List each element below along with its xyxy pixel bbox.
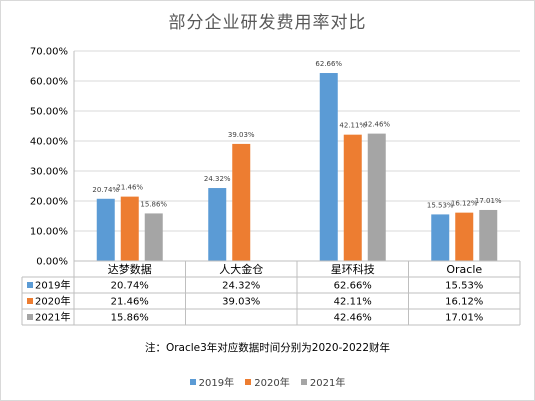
data-label: 16.12% [451,200,478,208]
table-cell: 16.12% [445,297,483,308]
bar [431,214,450,261]
bar [96,198,115,261]
data-label: 62.66% [315,60,342,68]
data-label: 39.03% [228,131,255,139]
table-legend-key [27,282,33,288]
table-row-label: 2021年 [35,311,70,324]
legend-swatch-2021 [300,378,307,385]
table-cell: 15.86% [111,313,149,324]
chart-legend: 2019年 2020年 2021年 [0,374,535,389]
chart-title: 部分企业研发费用率对比 [168,13,367,33]
data-label: 15.86% [140,200,167,208]
x-category-label: Oracle [446,263,482,276]
data-label: 15.53% [427,201,454,209]
legend-label-2020: 2020年 [254,378,290,389]
bar [319,73,338,262]
table-cell: 62.66% [334,281,372,292]
bar [479,209,498,261]
x-category-label: 达梦数据 [108,262,152,276]
table-cell: 21.46% [111,297,149,308]
table-cell: 39.03% [222,297,260,308]
table-cell: 15.53% [445,281,483,292]
table-cell: 24.32% [222,281,260,292]
bar [120,196,139,261]
table-legend-key [27,314,33,320]
table-cell: 42.11% [334,297,372,308]
table-cell: 20.74% [111,281,149,292]
table-row-label: 2019年 [35,279,70,292]
bar [367,133,386,261]
y-tick-label: 40.00% [30,137,68,148]
bar [208,188,227,261]
table-legend-key [27,298,33,304]
legend-label-2019: 2019年 [198,378,235,389]
x-category-label: 星环科技 [331,262,375,276]
legend-item-2020: 2020年 [245,374,290,389]
data-label: 24.32% [204,175,231,183]
table-cell: 42.46% [334,313,372,324]
bar [343,134,362,261]
legend-item-2019: 2019年 [189,374,235,389]
x-category-label: 人大金仓 [219,262,263,276]
legend-label-2021: 2021年 [309,378,346,389]
data-label: 42.11% [339,122,366,130]
y-tick-label: 50.00% [30,107,68,118]
legend-swatch-2019 [189,378,196,385]
legend-swatch-2020 [245,378,252,385]
data-label: 17.01% [475,197,502,205]
legend-item-2021: 2021年 [300,374,346,389]
bar [455,212,474,261]
data-label: 21.46% [116,184,143,192]
y-tick-label: 0.00% [36,257,68,268]
bar [144,213,163,261]
chart-note: 注：Oracle3年对应数据时间分别为2020-2022财年 [144,342,391,354]
bar [232,143,251,261]
data-label: 20.74% [92,186,119,194]
table-row-label: 2020年 [35,295,70,308]
y-tick-label: 20.00% [30,197,68,208]
y-tick-label: 10.00% [30,227,68,238]
y-tick-label: 70.00% [30,47,68,58]
data-label: 42.46% [363,121,390,129]
y-tick-label: 60.00% [30,77,68,88]
y-tick-label: 30.00% [30,167,68,178]
table-cell: 17.01% [445,313,483,324]
